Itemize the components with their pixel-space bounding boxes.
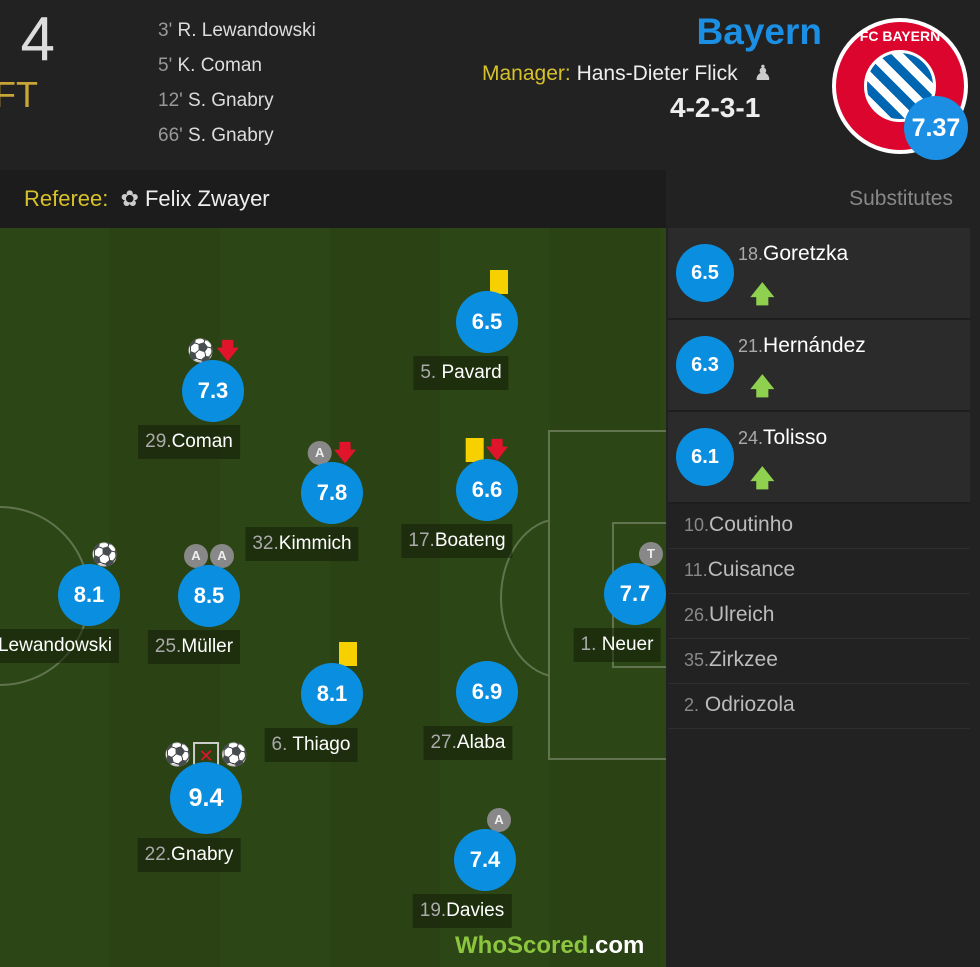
goal-event: 12' S. Gnabry xyxy=(158,90,274,111)
sub-used-row[interactable]: 6.5 18.Goretzka 🡅 xyxy=(668,228,970,320)
bench-row[interactable]: 2. Odriozola xyxy=(668,684,970,729)
referee-bar: Referee: ✿ Felix Zwayer xyxy=(0,170,666,228)
sub-in-icon: 🡅 xyxy=(750,373,775,400)
goal-ball-icon: ⚽ xyxy=(91,542,119,567)
assist-icon: A xyxy=(487,808,511,832)
sub-out-icon: 🡇 xyxy=(485,437,509,462)
referee-label: Referee: xyxy=(24,186,109,211)
sub-in-icon: 🡅 xyxy=(750,465,775,492)
match-header: : 4 FT 3' R. Lewandowski 5' K. Coman 12'… xyxy=(0,0,980,170)
goal-ball-icon: ⚽ xyxy=(186,338,215,363)
team-rating: 7.37 xyxy=(904,96,968,160)
referee-name: Felix Zwayer xyxy=(144,186,270,211)
team-logo: FC BAYERN xyxy=(832,18,968,154)
sub-out-icon: 🡇 xyxy=(333,440,357,465)
goal-ball-icon: ⚽ xyxy=(164,742,192,767)
team-name[interactable]: Bayern xyxy=(696,11,822,52)
yellow-card-icon xyxy=(339,642,357,666)
sub-out-icon: 🡇 xyxy=(216,338,240,363)
manager: Manager: Hans-Dieter Flick ♟ xyxy=(482,62,773,85)
pitch: 6.5 5. Pavard ⚽ 🡇 7.3 29.Coman A 🡇 7.8 32.… xyxy=(0,228,666,967)
bench-row[interactable]: 35.Zirkzee xyxy=(668,639,970,684)
yellow-card-icon xyxy=(465,438,484,462)
assist-icon: A xyxy=(307,441,332,465)
score: : 4 xyxy=(0,5,55,74)
yellow-card-icon xyxy=(490,270,508,294)
keeper-icon: T xyxy=(639,542,663,566)
hit-woodwork-icon: ✕ xyxy=(193,742,219,768)
bench-row[interactable]: 26.Ulreich xyxy=(668,594,970,639)
sub-used-row[interactable]: 6.1 24.Tolisso 🡅 xyxy=(668,412,970,504)
bench-row[interactable]: 10.Coutinho xyxy=(668,504,970,549)
assist-icon: A xyxy=(184,544,208,568)
sub-used-row[interactable]: 6.3 21.Hernández 🡅 xyxy=(668,320,970,412)
substitutes-list: 6.5 18.Goretzka 🡅 6.3 21.Hernández 🡅 6.1 24.T… xyxy=(668,228,970,729)
goal-ball-icon: ⚽ xyxy=(220,742,248,767)
sub-in-icon: 🡅 xyxy=(750,281,775,308)
goal-event: 66' S. Gnabry xyxy=(158,125,274,146)
assist-icon: A xyxy=(210,544,234,568)
bench-row[interactable]: 11.Cuisance xyxy=(668,549,970,594)
substitutes-title: Substitutes xyxy=(666,170,980,228)
manager-icon: ♟ xyxy=(753,62,773,85)
goal-event: 5' K. Coman xyxy=(158,55,262,76)
match-status: FT xyxy=(0,74,38,115)
whistle-icon: ✿ xyxy=(120,186,139,211)
formation: 4-2-3-1 xyxy=(670,92,761,123)
goal-event: 3' R. Lewandowski xyxy=(158,20,316,41)
whoscored-logo: WhoScored.com xyxy=(455,932,645,959)
